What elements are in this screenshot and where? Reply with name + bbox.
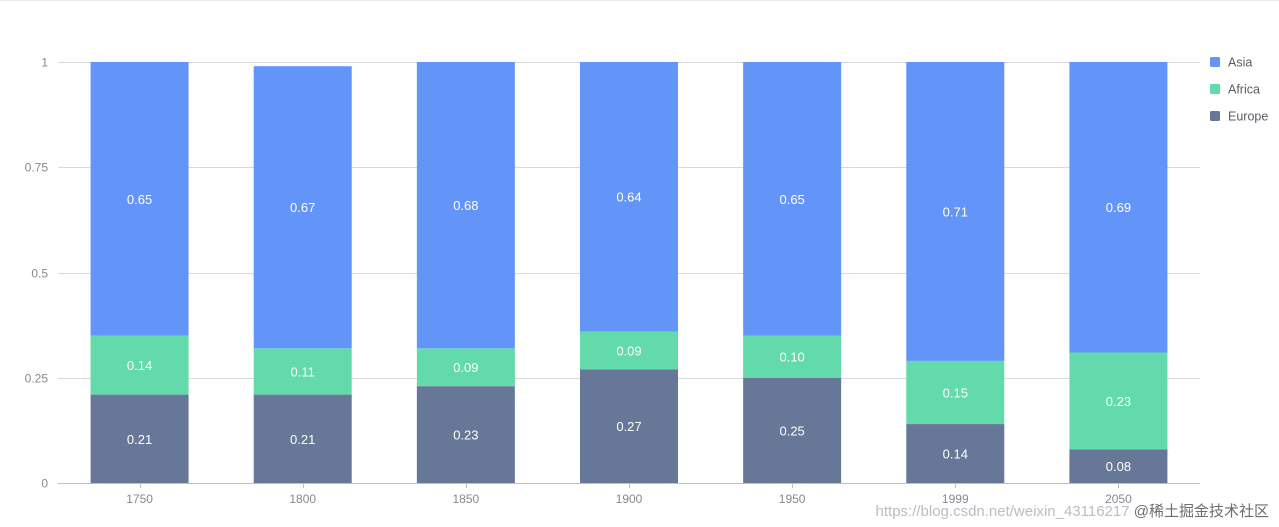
axes: 0 0.25 0.5 0.75 1 1750 1800 1850 1900 1950 1999 205… <box>25 56 1200 506</box>
legend-swatch <box>1210 57 1220 67</box>
data-label-africa: 0.15 <box>943 385 968 400</box>
data-label-europe: 0.27 <box>616 419 641 434</box>
watermark-url: https://blog.csdn.net/weixin_43116217 <box>875 503 1130 520</box>
bar-africa-1950[interactable] <box>743 335 842 378</box>
legend-label: Africa <box>1228 83 1260 97</box>
legend-label: Europe <box>1228 110 1268 124</box>
data-label-europe: 0.21 <box>127 432 152 447</box>
bar-africa-2050[interactable] <box>1069 352 1168 450</box>
y-tick-label: 0.25 <box>25 372 49 386</box>
data-label-asia: 0.69 <box>1106 200 1131 215</box>
data-label-asia: 0.65 <box>127 192 152 207</box>
watermark-brand: @稀土掘金技术社区 <box>1133 503 1269 520</box>
data-label-africa: 0.11 <box>291 364 315 379</box>
x-tick-label: 1750 <box>126 492 153 506</box>
bar-europe-1999[interactable] <box>906 424 1005 483</box>
data-label-africa: 0.23 <box>1106 394 1131 409</box>
bar-africa-1750[interactable] <box>90 335 189 395</box>
x-tick-label: 1900 <box>616 492 643 506</box>
data-label-africa: 0.14 <box>127 358 152 373</box>
bar-africa-1900[interactable] <box>580 331 678 370</box>
data-label-africa: 0.09 <box>453 360 478 375</box>
bar-europe-2050[interactable] <box>1069 449 1168 483</box>
bar-africa-1800[interactable] <box>253 348 352 395</box>
legend-swatch <box>1210 111 1220 121</box>
x-tick-label: 1850 <box>453 492 480 506</box>
bar-asia-1800[interactable] <box>253 66 352 349</box>
data-label-europe: 0.21 <box>290 432 315 447</box>
bar-asia-1750[interactable] <box>90 62 189 336</box>
bar-europe-1900[interactable] <box>580 369 678 483</box>
bar-europe-1750[interactable] <box>90 394 189 483</box>
bar-europe-1850[interactable] <box>416 386 515 483</box>
data-label-asia: 0.68 <box>453 198 478 213</box>
y-tick-label: 0.75 <box>25 161 49 175</box>
bar-asia-1950[interactable] <box>743 62 842 336</box>
x-tick-label: 1999 <box>942 492 969 506</box>
x-tick-label: 1950 <box>779 492 806 506</box>
bar-asia-1850[interactable] <box>416 62 515 349</box>
bar-asia-1999[interactable] <box>906 62 1005 361</box>
data-label-africa: 0.09 <box>616 343 641 358</box>
bar-africa-1850[interactable] <box>416 348 515 387</box>
data-label-europe: 0.23 <box>453 428 478 443</box>
legend-label: Asia <box>1228 56 1252 70</box>
data-label-europe: 0.14 <box>943 447 968 462</box>
data-label-europe: 0.08 <box>1106 459 1131 474</box>
data-label-asia: 0.64 <box>616 190 641 205</box>
data-label-africa: 0.10 <box>779 350 804 365</box>
watermark: https://blog.csdn.net/weixin_43116217 @稀… <box>876 500 1269 521</box>
y-tick-label: 1 <box>41 56 48 70</box>
legend-item-africa[interactable]: Africa <box>1210 83 1260 97</box>
legend-item-europe[interactable]: Europe <box>1210 110 1268 124</box>
x-tick-label: 2050 <box>1105 492 1132 506</box>
legend-swatch <box>1210 84 1220 94</box>
bar-asia-1900[interactable] <box>580 62 678 332</box>
x-tick-label: 1800 <box>289 492 316 506</box>
bar-europe-1950[interactable] <box>743 377 842 483</box>
data-label-asia: 0.67 <box>290 200 315 215</box>
legend[interactable]: Asia Africa Europe <box>1210 56 1268 124</box>
data-label-europe: 0.25 <box>779 423 804 438</box>
data-label-asia: 0.71 <box>943 204 968 219</box>
data-labels: 0.21 0.14 0.65 0.21 0.11 0.67 0.23 0.09 0.68 0.27… <box>127 190 1131 474</box>
legend-item-asia[interactable]: Asia <box>1210 56 1252 70</box>
bar-asia-2050[interactable] <box>1069 62 1168 353</box>
bar-africa-1999[interactable] <box>906 360 1005 425</box>
bar-europe-1800[interactable] <box>253 394 352 483</box>
y-tick-label: 0.5 <box>31 267 48 281</box>
y-tick-label: 0 <box>41 477 48 491</box>
data-label-asia: 0.65 <box>779 192 804 207</box>
bars <box>90 62 1168 483</box>
